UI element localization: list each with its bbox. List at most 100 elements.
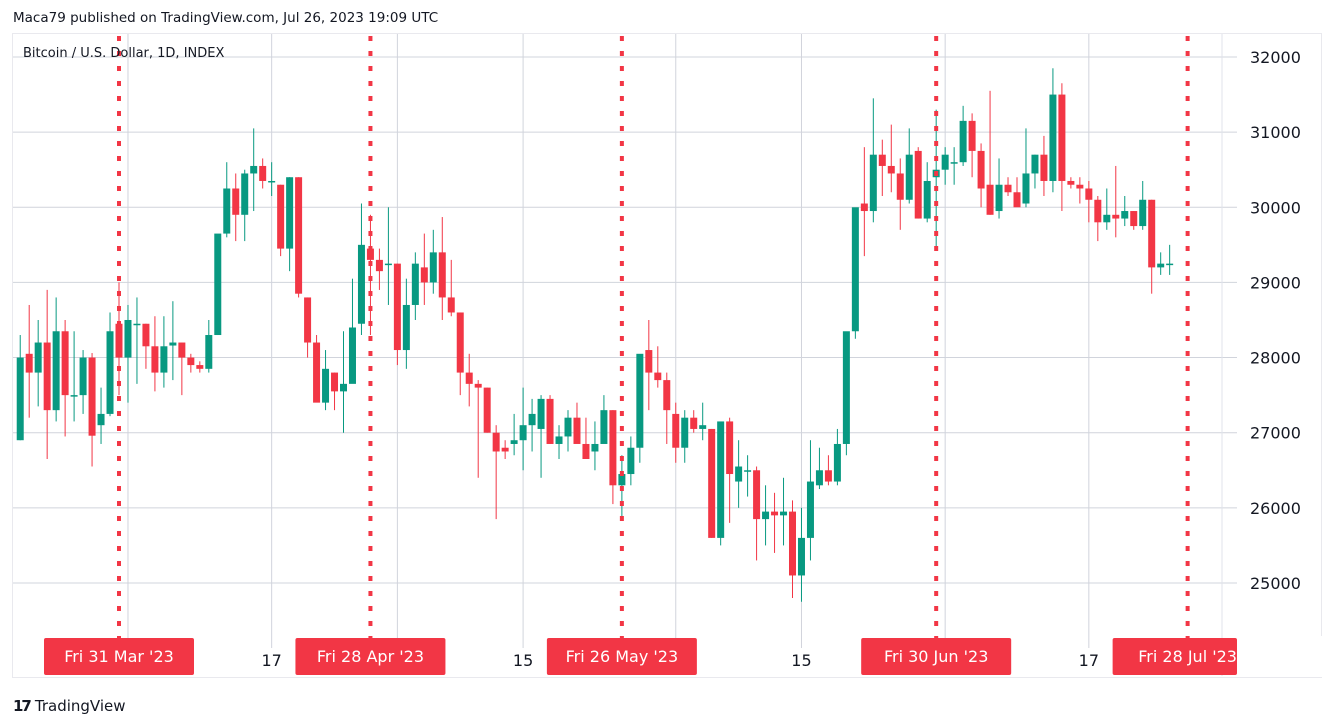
candle-up[interactable] [600,410,608,444]
candle-down[interactable] [232,188,240,215]
candle-down[interactable] [1040,154,1048,181]
candle-up[interactable] [79,357,87,396]
candle-down[interactable] [914,150,922,219]
candle-up[interactable] [241,173,249,215]
candle-down[interactable] [1130,211,1138,227]
candle-down[interactable] [1076,184,1084,189]
candle-up[interactable] [618,474,626,486]
candle-up[interactable] [806,481,814,538]
candle-down[interactable] [690,417,698,429]
candle-down[interactable] [465,372,473,384]
candle-down[interactable] [771,511,779,516]
candle-down[interactable] [375,259,383,272]
candle-down[interactable] [546,398,554,444]
candle-up[interactable] [1121,211,1129,219]
candle-down[interactable] [789,511,796,576]
candle-up[interactable] [699,425,707,429]
candle-up[interactable] [214,233,222,336]
candle-down[interactable] [483,387,491,433]
candle-down[interactable] [151,346,159,373]
candle-down[interactable] [1085,188,1093,200]
candle-down[interactable] [977,150,985,189]
candle-down[interactable] [1112,214,1120,219]
candle-down[interactable] [393,263,401,351]
candle-down[interactable] [663,380,671,411]
candle-up[interactable] [340,383,347,392]
candle-up[interactable] [1022,173,1030,204]
candle-up[interactable] [923,180,931,219]
candle-down[interactable] [43,342,51,411]
candle-up[interactable] [1049,94,1057,181]
candle-up[interactable] [627,447,635,475]
candle-up[interactable] [744,470,752,472]
footer-brand[interactable]: 17 TradingView [13,697,126,715]
candle-down[interactable] [968,120,976,151]
candle-up[interactable] [1157,263,1165,268]
candle-up[interactable] [70,395,78,397]
candle-up[interactable] [348,327,356,384]
candle-up[interactable] [735,466,743,482]
candle-up[interactable] [995,184,1003,212]
candle-down[interactable] [887,165,895,174]
candle-down[interactable] [1058,94,1066,181]
candle-up[interactable] [869,154,877,212]
candle-down[interactable] [304,297,312,343]
candle-down[interactable] [331,372,339,392]
candle-up[interactable] [717,421,725,538]
candle-down[interactable] [986,184,994,215]
candle-down[interactable] [1094,199,1102,223]
candle-up[interactable] [762,511,770,520]
candle-down[interactable] [313,342,321,403]
candle-down[interactable] [1148,199,1156,268]
candle-up[interactable] [510,440,518,444]
candle-down[interactable] [187,357,195,366]
candle-up[interactable] [106,331,114,414]
candle-down[interactable] [860,203,868,212]
candle-up[interactable] [169,342,177,346]
candle-down[interactable] [456,312,464,373]
candle-up[interactable] [205,335,213,369]
candle-down[interactable] [61,331,69,396]
candle-down[interactable] [88,357,96,436]
candle-down[interactable] [501,447,509,452]
candle-up[interactable] [223,188,231,234]
candle-up[interactable] [591,443,599,452]
candle-up[interactable] [950,162,958,164]
candle-up[interactable] [250,165,258,174]
candle-up[interactable] [97,413,105,426]
candle-down[interactable] [582,443,590,459]
candle-up[interactable] [564,417,572,437]
candle-down[interactable] [420,267,428,283]
candle-up[interactable] [941,154,949,170]
candle-up[interactable] [815,470,823,486]
candle-up[interactable] [34,342,42,373]
candle-up[interactable] [268,180,276,183]
candle-up[interactable] [411,263,419,305]
candle-down[interactable] [438,252,446,298]
candle-down[interactable] [295,177,303,294]
candle-up[interactable] [833,443,841,482]
candle-up[interactable] [519,425,527,441]
candle-up[interactable] [851,207,859,332]
candle-up[interactable] [1139,199,1147,227]
date-marker-tag[interactable] [1112,638,1237,675]
candle-up[interactable] [905,154,913,200]
candle-down[interactable] [573,417,581,444]
date-marker-tag[interactable] [546,638,697,675]
candle-up[interactable] [286,177,294,249]
candle-down[interactable] [672,413,680,448]
candle-up[interactable] [52,331,60,411]
candle-down[interactable] [25,353,33,373]
candle-down[interactable] [1004,184,1012,193]
candle-up[interactable] [959,120,967,163]
date-marker-tag[interactable] [861,638,1012,675]
candle-up[interactable] [537,398,545,429]
candle-up[interactable] [681,417,689,448]
candle-up[interactable] [384,263,392,266]
candle-up[interactable] [322,368,330,403]
candle-down[interactable] [645,350,653,373]
candle-down[interactable] [753,470,761,520]
candle-up[interactable] [636,353,644,448]
candle-up[interactable] [429,252,437,283]
candle-down[interactable] [708,428,716,538]
